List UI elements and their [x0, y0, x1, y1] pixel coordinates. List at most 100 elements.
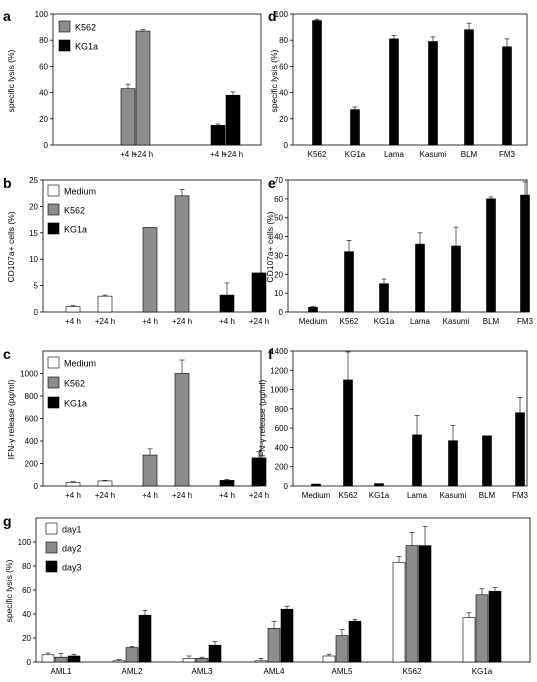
x-tick-label: Lama [410, 317, 431, 326]
y-tick-label: 40 [279, 89, 288, 98]
bar [502, 46, 512, 146]
y-tick-label: 20 [29, 202, 38, 211]
x-tick-label: KG1a [345, 150, 366, 159]
legend-label: day3 [62, 563, 82, 573]
panel-letter-c: c [3, 346, 11, 362]
x-tick-label: Kasumi [440, 491, 467, 500]
x-tick-label: BLM [479, 491, 496, 500]
bar [65, 482, 81, 487]
bar [428, 41, 438, 146]
x-tick-label: +24 h [249, 317, 269, 326]
x-tick-label: KG1a [374, 317, 395, 326]
plot-frame [292, 350, 528, 487]
bar [67, 655, 81, 663]
panel-letter-a: a [3, 8, 11, 24]
x-tick-label: AML1 [51, 667, 72, 676]
y-tick-label: 80 [279, 36, 288, 45]
x-tick-label: +24 h [95, 491, 115, 500]
bar [138, 614, 152, 663]
bar [311, 483, 321, 487]
x-tick-label: K562 [340, 317, 359, 326]
x-tick-label: +4 h [142, 317, 158, 326]
x-tick-label: +4 h [219, 317, 235, 326]
panel-g: g 0 20 40 60 80 100 specific lysis (%) AML1 AML2 A… [3, 513, 531, 676]
bar [125, 647, 139, 663]
y-tick-label: 80 [39, 36, 48, 45]
plot-frame [292, 13, 528, 146]
y-tick-label: 70 [274, 176, 283, 185]
legend-swatch [47, 396, 60, 409]
y-tick-label: 200 [25, 460, 39, 469]
y-tick-label: 600 [275, 424, 289, 433]
x-tick-label: AML4 [264, 667, 285, 676]
bar [389, 38, 399, 146]
y-axis-label: specific lysis (%) [269, 49, 279, 112]
y-tick-label: 30 [274, 251, 283, 260]
bar [174, 195, 190, 313]
legend-label: K562 [64, 206, 85, 216]
bar [475, 594, 489, 663]
y-tick-label: 10 [274, 289, 283, 298]
bar [308, 306, 318, 313]
y-axis-label: specific lysis (%) [6, 49, 16, 112]
bar [65, 306, 81, 313]
y-tick-label: 80 [22, 562, 31, 571]
y-tick-label: 60 [39, 62, 48, 71]
bar [322, 655, 336, 663]
panel-f: f 0 200 400 600 800 1000 1200 1400 IFN-γ release … [257, 346, 529, 500]
bar [254, 660, 268, 663]
bar [350, 109, 360, 146]
bar [488, 590, 502, 663]
x-tick-label: +24 h [133, 150, 153, 159]
x-tick-label: KG1a [369, 491, 390, 500]
x-tick-label: FM3 [512, 491, 529, 500]
panel-d: d 0 20 40 60 80 100 specific lysis (%) K562 KG1a L… [268, 8, 528, 159]
legend-label: KG1a [64, 399, 87, 409]
bar [451, 245, 461, 313]
x-tick-label: +24 h [249, 491, 269, 500]
x-tick-label: +4 h [142, 491, 158, 500]
y-axis-label: specific lysis (%) [4, 559, 14, 622]
bar [348, 620, 362, 663]
x-tick-label: Kasumi [443, 317, 470, 326]
x-tick-label: AML2 [122, 667, 143, 676]
y-tick-label: 100 [18, 538, 32, 547]
x-tick-label: +4 h [120, 150, 136, 159]
y-axis-label: CD107a+ cells (%) [6, 211, 16, 282]
x-tick-label: BLM [483, 317, 500, 326]
y-tick-label: 25 [29, 176, 38, 185]
legend-swatch [45, 541, 58, 554]
y-tick-label: 800 [275, 405, 289, 414]
panel-b: b 0 5 10 15 20 25 CD107a+ cells (%) +4 h +24 h +4 … [3, 175, 269, 326]
bar [142, 227, 158, 313]
bar [415, 243, 425, 313]
bar [174, 373, 190, 487]
y-tick-label: 20 [22, 634, 31, 643]
bar [515, 412, 525, 487]
x-tick-label: FM3 [517, 317, 534, 326]
legend-swatch [47, 184, 60, 197]
bar [195, 658, 209, 663]
y-tick-label: 100 [275, 10, 289, 19]
x-tick-label: +24 h [95, 317, 115, 326]
bar [464, 29, 474, 146]
bar [54, 656, 68, 663]
x-tick-label: AML5 [332, 667, 353, 676]
bar [97, 295, 113, 313]
legend-label: Medium [64, 187, 96, 197]
bar [251, 272, 267, 313]
y-tick-label: 40 [274, 233, 283, 242]
x-tick-label: K562 [403, 667, 422, 676]
y-tick-label: 40 [39, 89, 48, 98]
x-tick-label: +4 h [210, 150, 226, 159]
bar [335, 635, 349, 663]
legend-label: KG1a [75, 42, 98, 52]
x-tick-label: Kasumi [420, 150, 447, 159]
x-tick-label: +4 h [65, 491, 81, 500]
x-tick-label: AML3 [192, 667, 213, 676]
bar [251, 457, 267, 487]
bar [142, 454, 158, 487]
x-tick-label: FM3 [499, 150, 516, 159]
bar [448, 440, 458, 487]
y-tick-label: 0 [279, 308, 284, 317]
